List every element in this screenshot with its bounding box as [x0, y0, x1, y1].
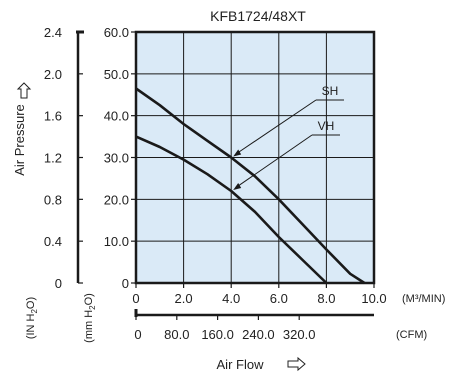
series-label-sh: SH — [322, 84, 339, 98]
x-tick-label: 4.0 — [222, 291, 240, 306]
x-tick-label: 2.0 — [175, 291, 193, 306]
x2-tick-label: 160.0 — [201, 327, 234, 342]
y-tick-label: 20.0 — [104, 192, 129, 207]
x2-tick-label: 320.0 — [283, 327, 316, 342]
y2-unit-label: (IN H2O) — [25, 297, 39, 339]
series-leader-arrowhead — [233, 182, 242, 190]
y2-tick-label: 2.0 — [44, 67, 62, 82]
y2-tick-label: 2.4 — [44, 25, 62, 40]
y2-tick-label: 0 — [55, 276, 62, 291]
series-layer: SH VH — [135, 84, 366, 285]
series-leader-vh — [237, 134, 313, 187]
y-unit-label: (mm H2O) — [83, 293, 97, 343]
x-tick-label: 6.0 — [270, 291, 288, 306]
x-tick-label: 8.0 — [317, 291, 335, 306]
x-tick-label: 10.0 — [361, 291, 386, 306]
y2-tick-label: 1.6 — [44, 109, 62, 124]
x-axis-title: Air Flow — [217, 357, 265, 372]
x-tick-label: 0 — [132, 291, 139, 306]
chart-title: KFB1724/48XT — [210, 8, 306, 24]
axes: 0 2.0 4.0 6.0 8.0 10.0 0 80.0 160.0 240.0 320.0 0 10… — [44, 25, 387, 342]
y2-tick-label: 0.4 — [44, 234, 62, 249]
y-tick-label: 40.0 — [104, 109, 129, 124]
series-leader-arrowhead — [233, 149, 242, 157]
series-line-vh — [135, 135, 328, 284]
y-tick-label: 0 — [122, 276, 129, 291]
y-tick-label: 10.0 — [104, 234, 129, 249]
series-line-sh — [135, 87, 366, 285]
y-tick-label: 60.0 — [104, 25, 129, 40]
svg-text:(IN H2O): (IN H2O) — [25, 297, 39, 339]
y2-tick-label: 1.2 — [44, 151, 62, 166]
svg-text:(mm H2O): (mm H2O) — [83, 293, 97, 343]
series-leader-sh — [237, 99, 317, 153]
series-label-vh: VH — [318, 119, 335, 133]
y-tick-label: 50.0 — [104, 67, 129, 82]
right-arrow-icon — [287, 356, 306, 372]
x2-tick-label: 80.0 — [164, 327, 189, 342]
x-unit-label: (M³/MIN) — [402, 293, 445, 305]
up-arrow-icon — [16, 82, 32, 99]
y2-tick-label: 0.8 — [44, 192, 62, 207]
y-tick-label: 30.0 — [104, 151, 129, 166]
x2-tick-label: 240.0 — [242, 327, 275, 342]
x2-tick-label: 0 — [134, 327, 141, 342]
x2-unit-label: (CFM) — [396, 329, 427, 341]
y-axis-title: Air Pressure — [12, 104, 27, 176]
